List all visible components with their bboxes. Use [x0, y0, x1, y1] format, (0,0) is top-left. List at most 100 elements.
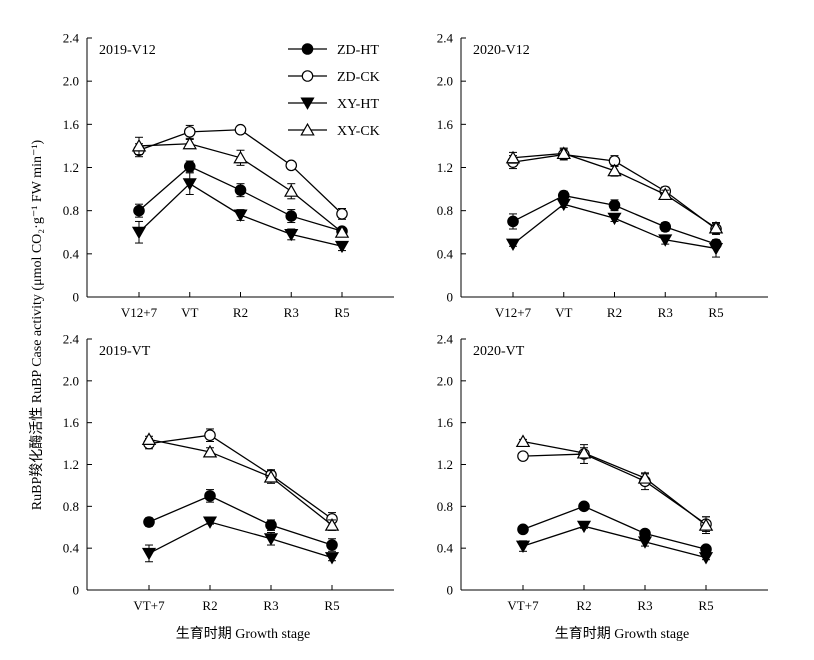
y-tick-label: 2.4 [63, 332, 80, 347]
data-point [698, 552, 714, 565]
data-point [515, 434, 531, 448]
data-point [556, 146, 571, 160]
y-tick-label: 0.8 [437, 203, 453, 218]
legend-label: ZD-CK [337, 70, 380, 85]
x-tick-label: V12+7 [121, 305, 158, 320]
y-tick-label: 0.4 [437, 541, 454, 556]
legend-label: ZD-HT [337, 43, 379, 58]
y-tick-label: 0.8 [63, 203, 79, 218]
data-point [204, 429, 216, 442]
data-point [608, 199, 621, 212]
legend-marker [300, 97, 315, 110]
y-tick-label: 0 [447, 290, 454, 305]
legend-marker [301, 43, 314, 55]
y-tick-label: 1.2 [437, 457, 453, 472]
y-tick-label: 2.4 [63, 31, 80, 46]
legend-label: XY-CK [337, 124, 380, 139]
x-tick-label: VT [181, 305, 198, 320]
data-point [517, 450, 529, 462]
y-tick-label: 2.0 [437, 373, 453, 388]
data-point [578, 500, 590, 513]
data-point [708, 242, 724, 256]
x-tick-label: R2 [233, 305, 248, 320]
y-tick-label: 0.4 [437, 246, 454, 261]
y-tick-label: 0.4 [63, 541, 80, 556]
y-tick-label: 1.2 [437, 160, 453, 175]
y-tick-label: 2.4 [437, 31, 454, 46]
y-tick-label: 1.2 [63, 457, 79, 472]
data-point [708, 220, 724, 234]
panel-title: 2019-V12 [99, 43, 156, 58]
data-point [284, 184, 299, 197]
data-point [141, 547, 157, 561]
x-tick-label: R2 [607, 305, 622, 320]
series-zd-ck [133, 123, 348, 220]
data-point [505, 238, 521, 252]
series-line [148, 434, 333, 520]
x-tick-label: VT [555, 305, 572, 320]
data-point [517, 523, 529, 536]
x-tick-label: R5 [334, 305, 349, 320]
data-point [336, 208, 348, 220]
series-xy-ht [505, 198, 724, 258]
panel-title: 2020-V12 [473, 43, 530, 58]
series-zd-ht [517, 500, 712, 556]
x-tick-label: R3 [637, 598, 652, 613]
x-tick-label: VT+7 [507, 598, 539, 613]
y-tick-label: 2.0 [63, 373, 79, 388]
data-point [182, 136, 197, 150]
x-axis-label-left: 生育时期 Growth stage [176, 626, 311, 642]
data-point [285, 159, 298, 172]
series-xy-ck [505, 146, 724, 234]
legend-item-zd-ht: ZD-HT [288, 43, 379, 58]
series-xy-ck [131, 136, 350, 238]
y-tick-label: 1.6 [63, 415, 80, 430]
panel-title: 2019-VT [99, 344, 151, 359]
data-point [263, 533, 279, 546]
panel-title: 2020-VT [473, 344, 525, 359]
data-point [324, 552, 340, 565]
x-tick-label: R5 [708, 305, 723, 320]
data-point [284, 228, 299, 242]
data-point [233, 150, 248, 164]
series-line [522, 525, 707, 559]
y-tick-label: 0.8 [437, 499, 453, 514]
legend-label: XY-HT [337, 97, 379, 112]
series-xy-ht [515, 520, 714, 565]
y-tick-label: 1.6 [63, 117, 80, 132]
series-xy-ht [141, 516, 340, 565]
panel-2020-v12: 0 0.4 0.8 1.2 1.6 2.0 2.4 V12+7 VT R2 R3 R5 2020-V12 [437, 31, 768, 320]
series-line [522, 453, 707, 525]
data-point [334, 225, 350, 238]
series-xy-ck [141, 432, 340, 531]
series-line [522, 440, 707, 526]
y-tick-label: 1.6 [437, 117, 454, 132]
data-point [233, 209, 248, 222]
data-point [515, 540, 531, 553]
x-tick-label: R3 [263, 598, 278, 613]
data-point [505, 150, 521, 164]
data-point [607, 212, 622, 226]
series-line [138, 129, 343, 215]
series-line [148, 495, 333, 546]
data-point [576, 445, 592, 459]
data-point [263, 469, 279, 483]
y-tick-label: 1.2 [63, 160, 79, 175]
y-tick-label: 0 [73, 290, 80, 305]
data-point [202, 516, 218, 529]
data-point [658, 187, 673, 201]
data-point [183, 160, 196, 173]
data-point [556, 198, 571, 212]
series-zd-ht [143, 489, 338, 552]
y-tick-label: 0 [73, 583, 80, 598]
y-tick-label: 2.4 [437, 332, 454, 347]
data-point [234, 123, 247, 136]
data-point [202, 444, 218, 458]
data-point [265, 519, 277, 531]
data-point [285, 210, 298, 222]
x-tick-label: R2 [576, 598, 591, 613]
y-tick-label: 2.0 [437, 74, 453, 89]
series-line [522, 505, 707, 550]
data-point [658, 234, 673, 247]
x-tick-label: R3 [284, 305, 299, 320]
